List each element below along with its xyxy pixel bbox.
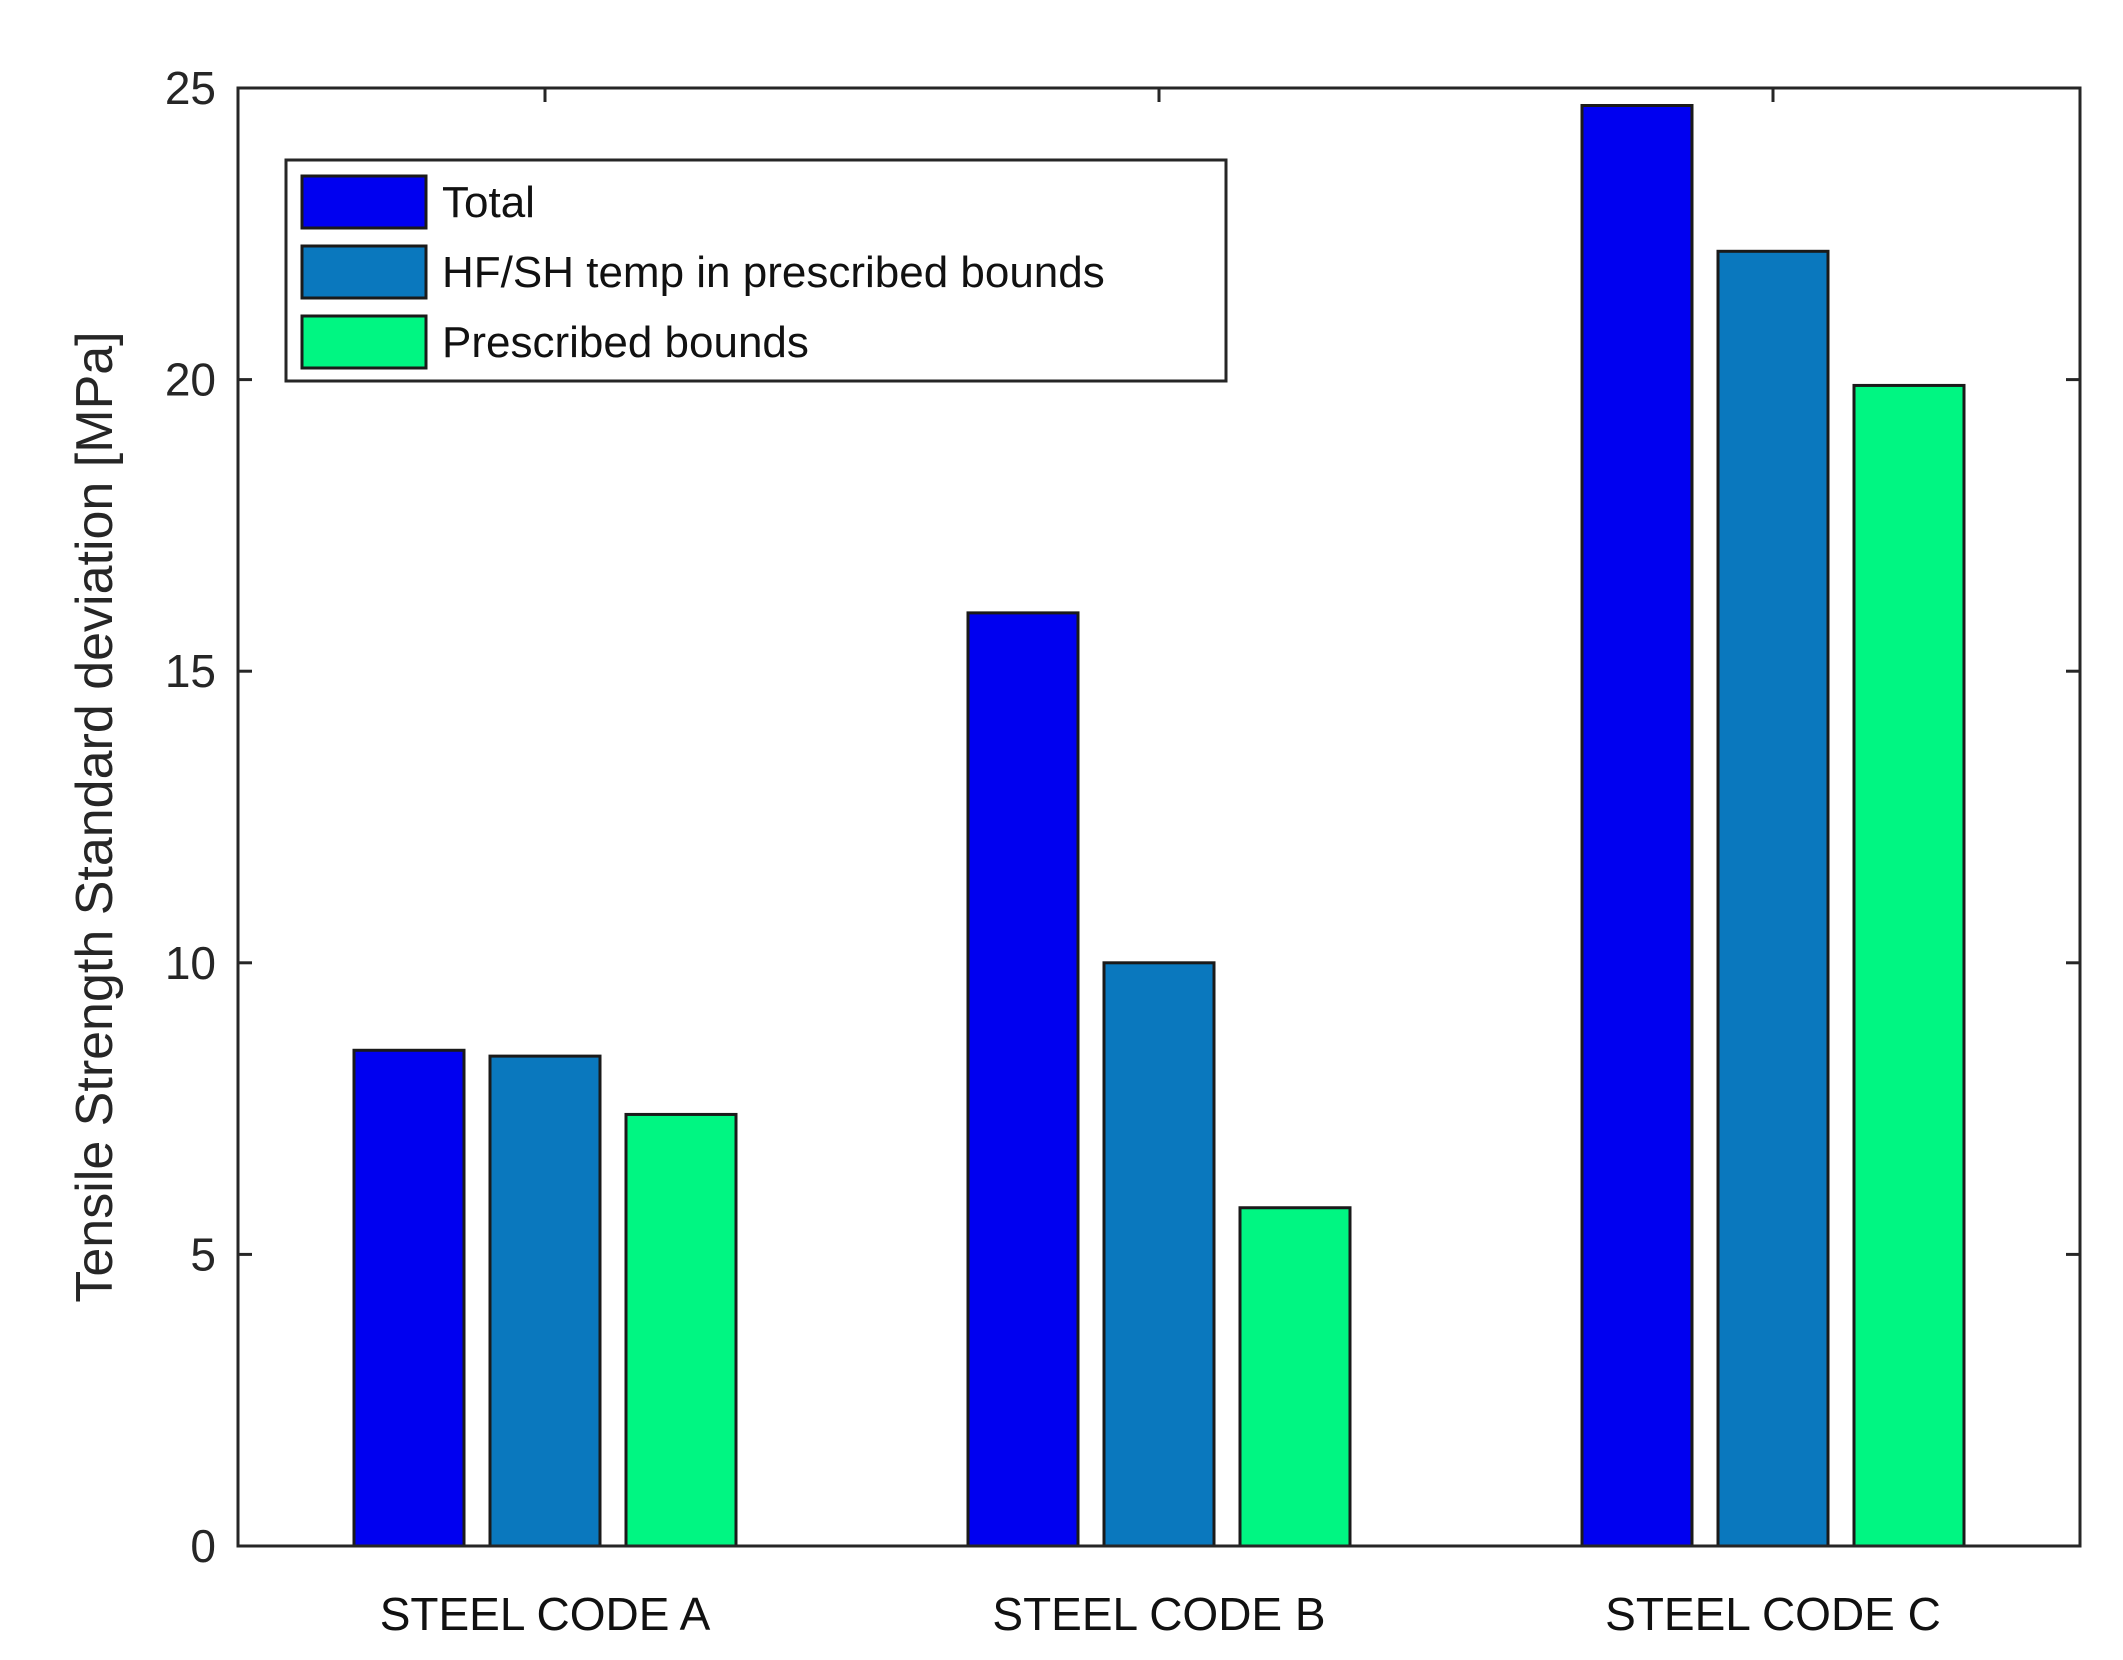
y-axis-label: Tensile Strength Standard deviation [MPa… — [66, 331, 124, 1302]
x-category-label: STEEL CODE B — [992, 1588, 1325, 1640]
plot-frame — [236, 86, 2082, 1548]
bar-1-2 — [966, 611, 1080, 1548]
bars-group — [352, 103, 1966, 1548]
x-category-label: STEEL CODE C — [1605, 1588, 1941, 1640]
legend-label: Prescribed bounds — [442, 318, 809, 367]
x-category-label: STEEL CODE A — [380, 1588, 711, 1640]
bar-3-2 — [1238, 1206, 1352, 1548]
y-tick-labels: 0 5 10 15 20 25 — [165, 62, 216, 1572]
y-tick-label: 20 — [165, 354, 216, 406]
y-tick-label: 25 — [165, 62, 216, 114]
bar-2-2 — [1102, 961, 1216, 1548]
bar-3-1 — [624, 1112, 738, 1548]
y-tick-label: 5 — [190, 1228, 216, 1280]
y-tick-label: 10 — [165, 937, 216, 989]
legend-swatch — [300, 174, 428, 230]
bar-2-3 — [1716, 249, 1830, 1548]
bar-1-1 — [352, 1048, 466, 1548]
legend-label: Total — [442, 178, 535, 227]
legend-items: Total HF/SH temp in prescribed bounds Pres… — [300, 174, 1105, 370]
bar-2-1 — [488, 1054, 602, 1548]
legend-swatch — [300, 314, 428, 370]
legend-swatch — [300, 244, 428, 300]
legend-box — [284, 158, 1228, 383]
legend: Total HF/SH temp in prescribed bounds Pres… — [284, 158, 1228, 383]
y-tick-label: 15 — [165, 645, 216, 697]
legend-label: HF/SH temp in prescribed bounds — [442, 248, 1105, 297]
bar-3-3 — [1852, 383, 1966, 1548]
y-tick-label: 0 — [190, 1520, 216, 1572]
bar-1-3 — [1580, 103, 1694, 1548]
category-labels: STEEL CODE A STEEL CODE B STEEL CODE C — [380, 1588, 1941, 1640]
